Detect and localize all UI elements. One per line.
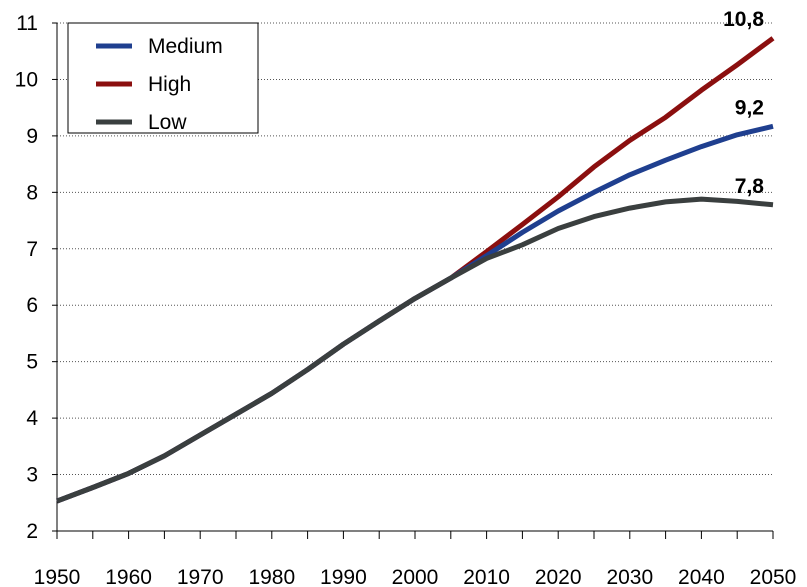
- y-tick-label: 5: [26, 351, 38, 374]
- series-line-medium: [56, 123, 774, 504]
- gridlines: [57, 22, 773, 476]
- y-tick-label: 9: [26, 125, 38, 148]
- x-tick-label: 1990: [320, 566, 367, 587]
- x-tick-label: 1970: [177, 566, 224, 587]
- x-tick-label: 2000: [392, 566, 439, 587]
- end-label-low: 7,8: [735, 175, 765, 198]
- x-tick-label: 2050: [750, 566, 797, 587]
- x-tick-label: 1980: [248, 566, 295, 587]
- y-tick-label: 2: [26, 520, 38, 543]
- x-tick-label: 1950: [34, 566, 81, 587]
- series-line-low: [56, 196, 774, 504]
- legend: Medium High Low: [67, 22, 259, 134]
- x-tick-label: 2020: [535, 566, 582, 587]
- x-tick-label: 2010: [463, 566, 510, 587]
- x-tick-label: 2040: [678, 566, 725, 587]
- y-tick-label: 11: [16, 12, 38, 35]
- y-tick-label: 6: [26, 294, 38, 317]
- x-axis-tick-labels: 1950 1960 1970 1980 1990 2000 2010 2020 2030 2040…: [34, 566, 797, 587]
- y-tick-label: 3: [26, 464, 38, 487]
- x-tick-label: 1960: [105, 566, 152, 587]
- y-axis-tick-labels: 2 3 4 5 6 7 8 9 10 11: [15, 12, 39, 543]
- legend-label-medium: Medium: [148, 35, 223, 58]
- axes: [52, 22, 774, 539]
- end-label-medium: 9,2: [735, 96, 764, 119]
- end-label-high: 10,8: [723, 8, 764, 31]
- x-tick-label: 2030: [606, 566, 653, 587]
- y-tick-label: 8: [26, 181, 38, 204]
- series-end-labels: 9,2 10,8 7,8: [723, 8, 764, 198]
- series-lines: [56, 36, 775, 504]
- y-tick-label: 10: [15, 68, 38, 91]
- legend-box: [67, 22, 259, 134]
- y-tick-label: 4: [26, 407, 38, 430]
- y-tick-label: 7: [26, 238, 38, 261]
- legend-label-low: Low: [148, 111, 187, 134]
- legend-label-high: High: [148, 73, 191, 96]
